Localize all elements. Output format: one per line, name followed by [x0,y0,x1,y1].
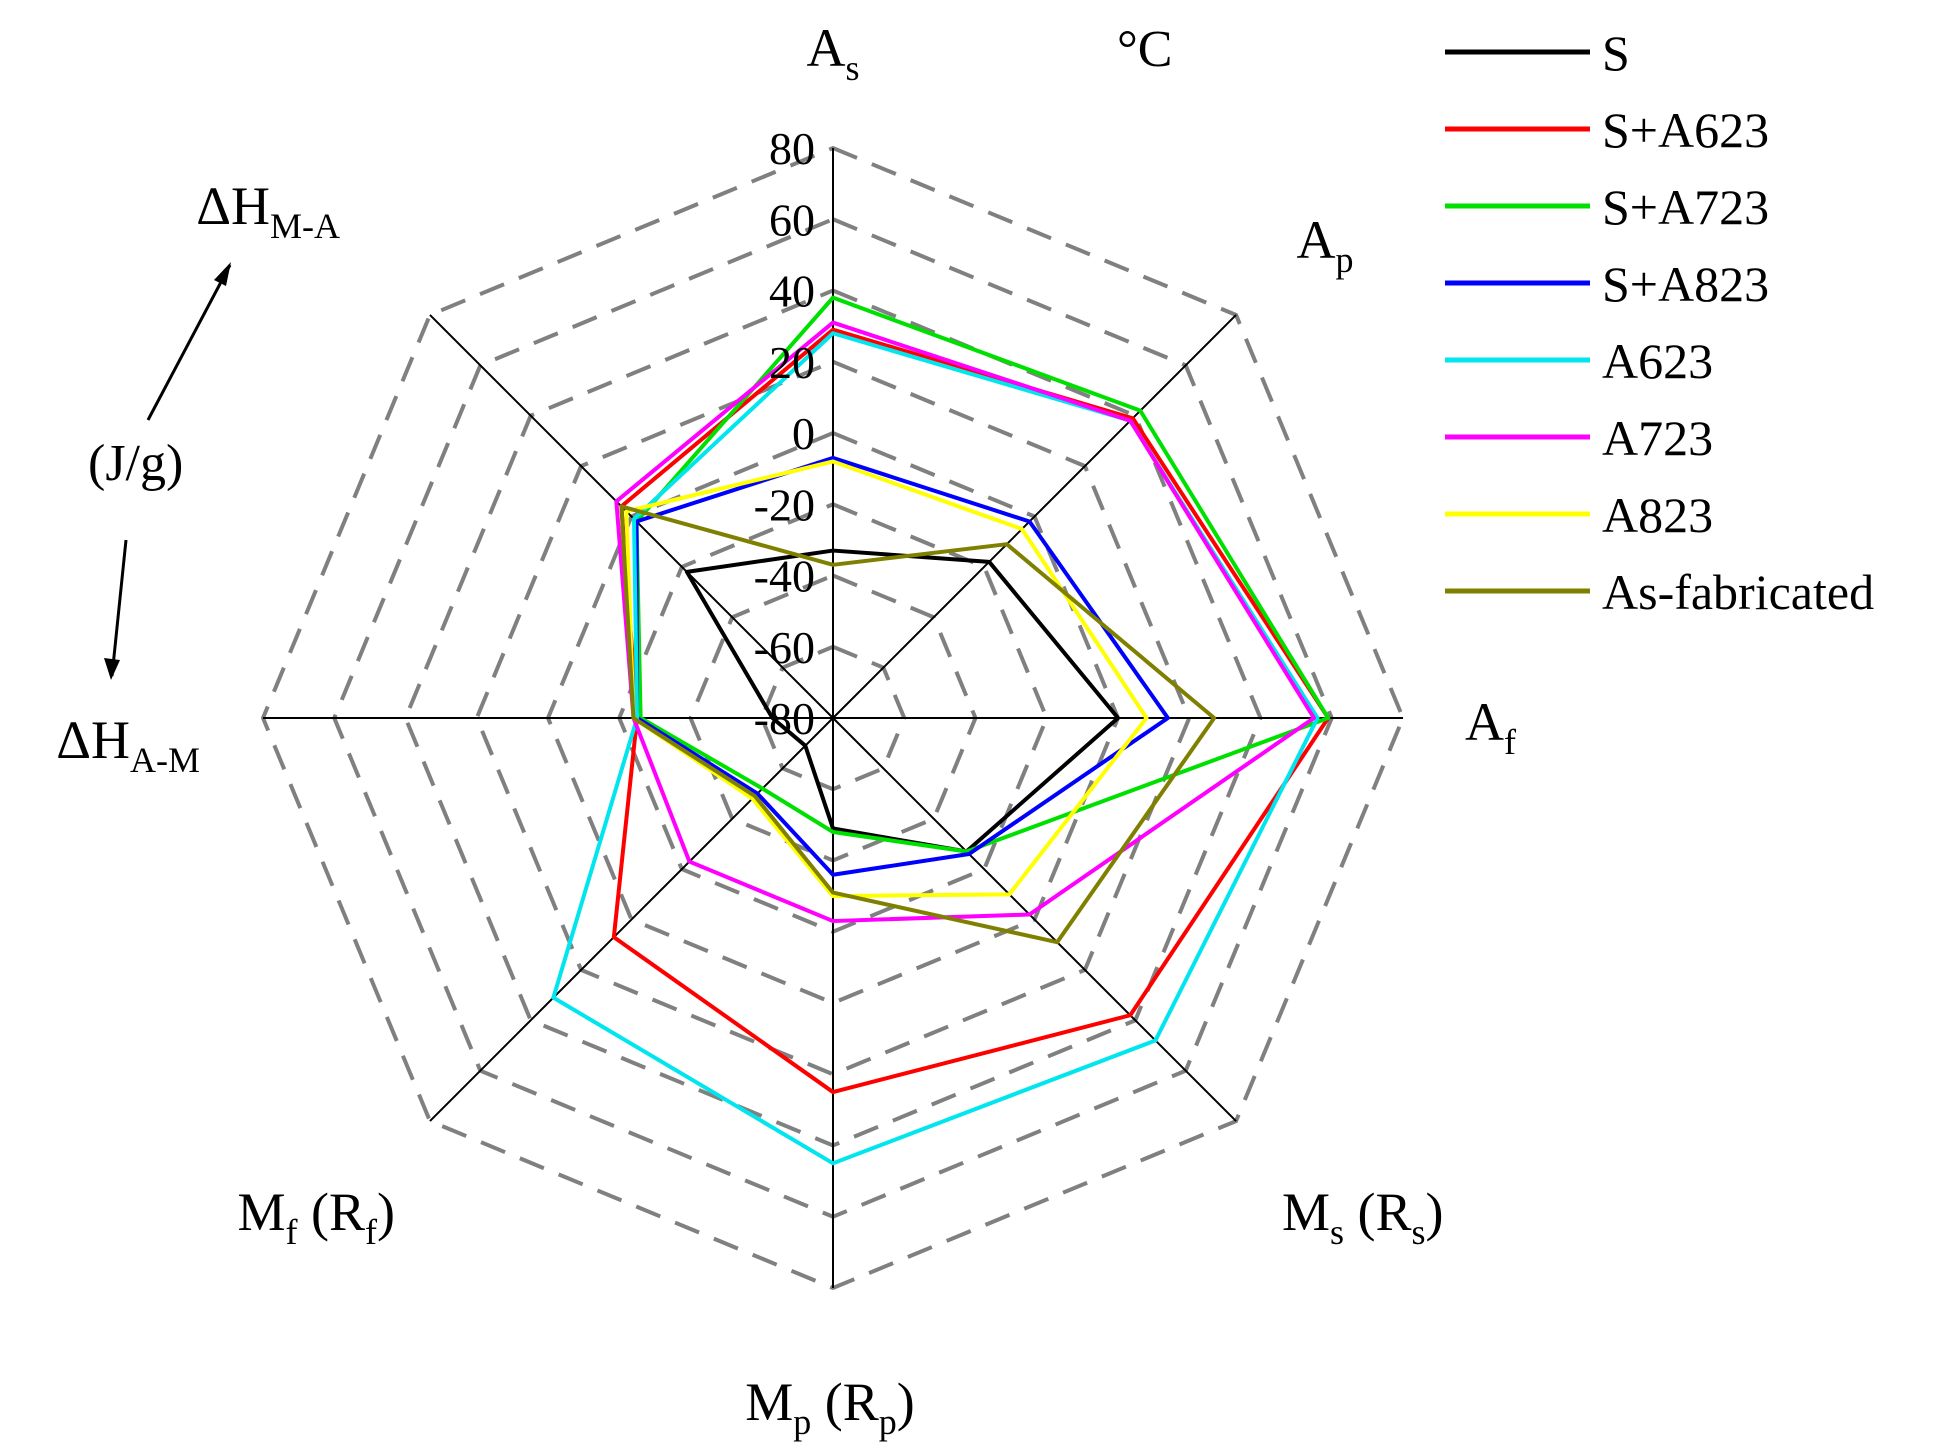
tick-label: -60 [754,622,815,673]
unit-label: °C [1117,21,1172,78]
tick-label: -20 [754,479,815,530]
energy-unit-label: (J/g) [88,435,183,492]
legend-label: S+A823 [1602,256,1769,312]
series-lines [551,295,1331,1166]
axis-labels: As Ap Af Ms (Rs) Mp (Rp) Mf (Rf) ΔHA-M ΔHM-A [56,18,1516,1442]
axis-spoke [429,314,834,719]
axis-label: Mf (Rf) [238,1182,396,1252]
axis-label: ΔHM-A [196,176,340,246]
legend-label: A723 [1602,410,1713,466]
axis-label: Ms (Rs) [1282,1182,1444,1252]
arrow-up-line [146,264,232,421]
arrow-down-head [104,658,120,680]
tick-label: 60 [769,194,815,245]
tick-label: 80 [769,123,815,174]
legend-label: S [1602,25,1630,81]
axis-spoke [832,314,1237,719]
axis-spoke [429,717,834,1122]
tick-label: -80 [754,693,815,744]
arrow-up-head [214,262,231,286]
legend: S S+A623 S+A723 S+A823 A623 A723 A823 As-fabric… [1445,25,1874,620]
axis-label: Af [1465,692,1516,762]
tick-label: 40 [769,266,815,317]
series-line [611,327,1331,1095]
axis-label: Ap [1297,210,1354,280]
axis-label: Mp (Rp) [745,1372,915,1442]
series-line [634,455,1170,877]
legend-label: S+A723 [1602,179,1769,235]
axis-spoke [832,717,1237,1122]
legend-label: A623 [1602,333,1713,389]
series-line [684,548,1120,854]
axis-label: As [806,18,859,88]
legend-label: A823 [1602,487,1713,543]
legend-label: As-fabricated [1602,564,1874,620]
tick-labels: -80 -60 -40 -20 0 20 40 60 80 [754,123,815,744]
tick-label: 20 [769,337,815,388]
series-line [619,504,1217,945]
energy-unit-annotation: (J/g) [88,262,232,680]
axis-spokes [263,148,1403,1288]
series-line [614,320,1316,924]
grid-ring [474,359,1192,1077]
tick-label: 0 [792,408,815,459]
arrow-down-line [110,539,128,677]
tick-label: -40 [754,551,815,602]
legend-label: S+A623 [1602,102,1769,158]
axis-label: ΔHA-M [56,710,200,780]
